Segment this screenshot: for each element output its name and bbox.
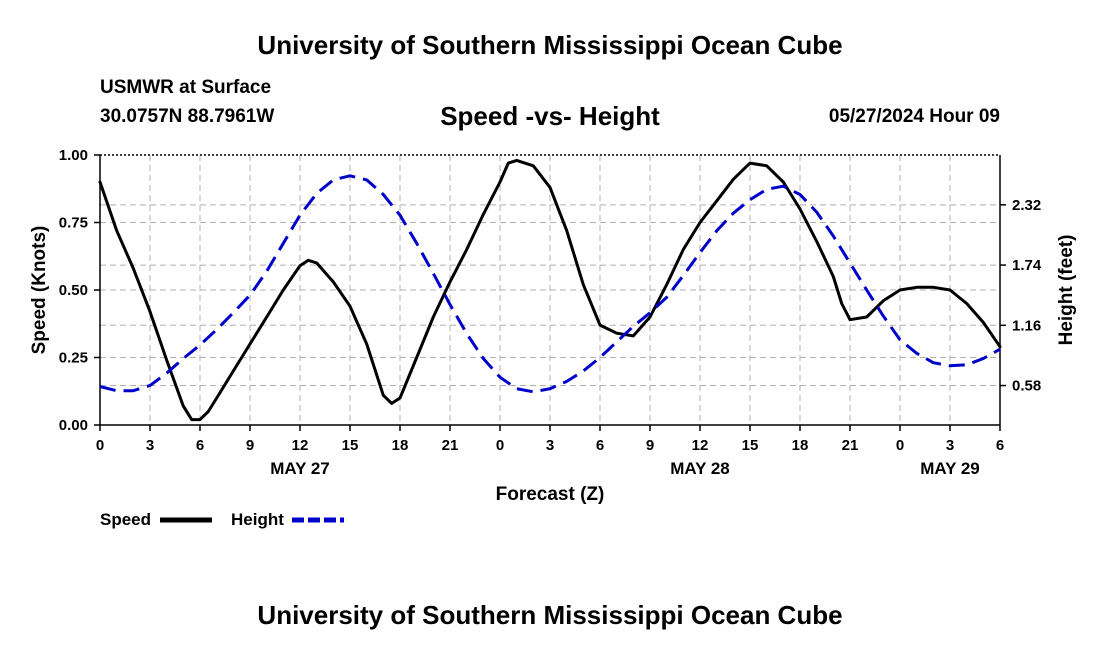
- chart-title: Speed -vs- Height: [440, 101, 660, 131]
- y2-tick-label: 0.58: [1012, 378, 1041, 395]
- x-tick-label: 6: [996, 437, 1004, 454]
- series-line-speed: [98, 158, 1002, 422]
- y2-tick-label: 2.32: [1012, 197, 1041, 214]
- x-tick-label: 15: [342, 437, 359, 454]
- x-tick-label: 21: [842, 437, 859, 454]
- coordinates-label: 30.0757N 88.7961W: [100, 106, 275, 127]
- y2-tick-label: 1.74: [1012, 257, 1042, 274]
- y-tick-label: 1.00: [59, 147, 88, 164]
- station-label: USMWR at Surface: [100, 77, 272, 98]
- y-tick-label: 0.25: [59, 350, 88, 367]
- bottom-title: University of Southern Mississippi Ocean…: [257, 600, 843, 630]
- x-tick-label: 6: [196, 437, 204, 454]
- series-line-height: [99, 174, 1001, 394]
- y-axis-title: Speed (Knots): [29, 226, 50, 355]
- x-tick-label: 12: [292, 437, 309, 454]
- y2-tick-label: 1.16: [1012, 317, 1041, 334]
- top-title: University of Southern Mississippi Ocean…: [257, 30, 843, 60]
- forecast-datetime: 05/27/2024 Hour 09: [828, 106, 1000, 127]
- x-tick-label: 3: [546, 437, 554, 454]
- x-tick-label: 9: [646, 437, 654, 454]
- x-tick-label: 21: [442, 437, 459, 454]
- x-tick-label: 0: [496, 437, 504, 454]
- legend-label-height: Height: [231, 510, 284, 529]
- x-axis-title: Forecast (Z): [496, 484, 605, 505]
- x-tick-label: 12: [692, 437, 709, 454]
- y2-axis-title: Height (feet): [1056, 235, 1077, 346]
- x-tick-label: 0: [896, 437, 904, 454]
- date-label: MAY 28: [670, 459, 730, 478]
- y-tick-label: 0.50: [59, 282, 88, 299]
- x-tick-label: 0: [96, 437, 104, 454]
- y-tick-label: 0.75: [59, 215, 88, 232]
- x-tick-label: 18: [392, 437, 409, 454]
- legend-label-speed: Speed: [100, 510, 151, 529]
- x-tick-label: 3: [146, 437, 154, 454]
- y-tick-label: 0.00: [59, 417, 88, 434]
- x-tick-label: 18: [792, 437, 809, 454]
- x-tick-label: 3: [946, 437, 954, 454]
- x-tick-label: 15: [742, 437, 759, 454]
- date-label: MAY 29: [920, 459, 980, 478]
- date-label: MAY 27: [270, 459, 330, 478]
- x-tick-label: 9: [246, 437, 254, 454]
- x-tick-label: 6: [596, 437, 604, 454]
